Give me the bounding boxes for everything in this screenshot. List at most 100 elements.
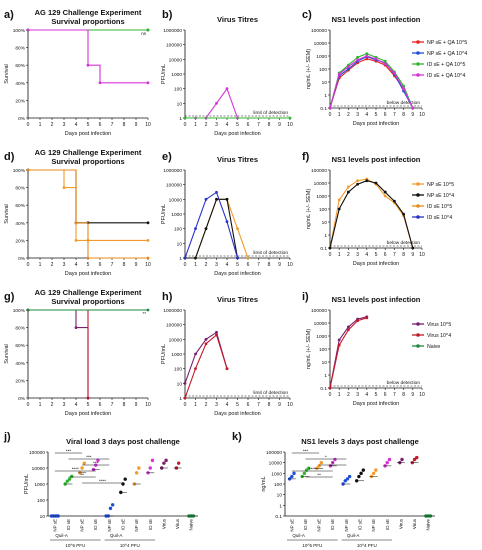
data-point [356, 319, 359, 323]
x-tick-label: 4 [75, 262, 78, 268]
category-label: Naive [189, 519, 194, 531]
legend-marker [416, 204, 420, 208]
panel-title: NS1 levels post infection [332, 295, 421, 304]
data-point [411, 246, 415, 250]
category-label: ID sE [148, 519, 153, 530]
y-tick-label: 10 [177, 241, 183, 247]
category-label: ID sE [358, 519, 363, 530]
x-tick-label: 3 [356, 252, 359, 258]
panel-title: NS1 levels post infection [332, 155, 421, 164]
y-tick-label: 100000 [29, 450, 45, 456]
y-tick-label: 10000 [169, 337, 183, 343]
x-tick-label: 10 [145, 122, 151, 128]
data-point [204, 227, 208, 231]
significance-label: * [325, 455, 327, 460]
data-point [337, 198, 341, 202]
y-tick-label: 100% [13, 28, 26, 34]
x-tick-label: 4 [226, 402, 229, 408]
x-tick-label: 0 [184, 402, 187, 408]
significance-label: * [332, 461, 334, 466]
series-line [329, 55, 414, 109]
legend-marker [416, 322, 420, 326]
x-tick-label: 4 [365, 392, 368, 398]
x-tick-label: 10 [419, 252, 425, 258]
y-tick-label: 40% [15, 221, 25, 227]
x-tick-label: 8 [402, 392, 405, 398]
panel-i: i) NS1 levels post infection ng/mL (+/- SE… [302, 291, 425, 407]
y-tick-label: 0.1 [275, 514, 282, 520]
x-tick-label: 0 [329, 392, 332, 398]
data-point [365, 57, 369, 61]
panel-title: Virus Titres [217, 295, 258, 304]
series-line [28, 309, 89, 398]
y-tick-label: 100000 [166, 183, 182, 189]
y-tick-label: 40% [15, 81, 25, 87]
x-tick-label: 2 [205, 122, 208, 128]
data-point [333, 457, 337, 462]
legend-label: NP sE + QA 10^4 [427, 51, 467, 57]
y-tick-label: 10000 [314, 321, 328, 327]
data-point [150, 458, 155, 463]
x-tick-label: 3 [215, 262, 218, 268]
data-point [204, 197, 208, 201]
data-point [74, 221, 78, 225]
x-tick-label: 8 [402, 252, 405, 258]
x-tick-label: 6 [247, 262, 250, 268]
x-tick-label: 2 [347, 112, 350, 118]
y-tick-label: 100 [174, 227, 182, 233]
data-point [164, 458, 168, 463]
category-label: NP sE [317, 519, 322, 532]
y-tick-label: 0.1 [320, 246, 327, 252]
y-tick-label: 10 [322, 360, 328, 366]
panel-subtitle: Survival proportions [51, 17, 124, 26]
x-tick-label: 10 [419, 392, 425, 398]
series-line [329, 53, 414, 109]
x-tick-label: 0 [27, 262, 30, 268]
panel-title: AG 129 Challenge Experiment [35, 288, 142, 297]
category-label: ID sE [66, 519, 71, 530]
legend-marker [416, 73, 420, 77]
y-axis-label: PFU/mL [24, 474, 30, 494]
x-tick-label: 2 [205, 262, 208, 268]
x-tick-label: 3 [63, 402, 66, 408]
panel-title: NS1 levels post infection [332, 15, 421, 24]
x-tick-label: 6 [384, 252, 387, 258]
series-line [185, 87, 239, 119]
x-tick-label: 10 [287, 122, 293, 128]
data-point [356, 55, 359, 59]
data-point [236, 227, 239, 231]
data-point [307, 466, 311, 470]
data-point [146, 221, 150, 225]
data-point [215, 101, 218, 105]
detection-note: limit of detection [253, 250, 288, 256]
x-tick-label: 10 [419, 112, 425, 118]
x-tick-label: 2 [51, 402, 54, 408]
significance-label: *** [86, 455, 92, 460]
legend-label: ID sE + QA 10^4 [427, 73, 465, 79]
data-point [319, 460, 323, 465]
significance-label: ** [317, 473, 321, 478]
x-tick-label: 6 [384, 112, 387, 118]
x-tick-label: 4 [365, 252, 368, 258]
x-tick-label: 8 [123, 262, 126, 268]
data-point [137, 466, 141, 470]
data-point [183, 381, 187, 385]
panel-letter: f) [302, 151, 310, 163]
x-tick-label: 9 [411, 252, 414, 258]
x-tick-label: 9 [135, 402, 138, 408]
data-point [400, 457, 404, 462]
data-point [328, 246, 332, 250]
y-tick-label: 60% [15, 343, 25, 349]
x-tick-label: 3 [356, 392, 359, 398]
y-tick-label: 1 [279, 503, 282, 509]
data-point [356, 182, 359, 186]
data-point [134, 471, 139, 475]
y-tick-label: 100000 [266, 450, 282, 456]
category-label: NP sE [134, 519, 139, 532]
x-tick-label: 4 [75, 122, 78, 128]
data-point [365, 52, 369, 56]
data-point [387, 457, 392, 462]
y-tick-label: 10 [177, 381, 183, 387]
data-point [98, 81, 102, 85]
panel-subtitle: Survival proportions [51, 157, 124, 166]
